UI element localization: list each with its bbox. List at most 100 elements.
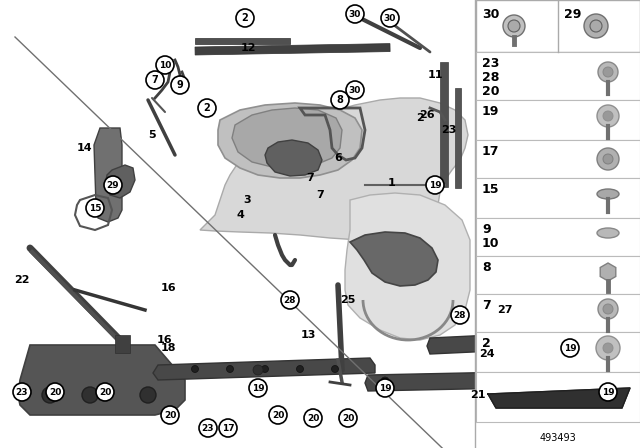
Circle shape bbox=[381, 9, 399, 27]
Polygon shape bbox=[105, 165, 135, 198]
Text: 28: 28 bbox=[482, 71, 499, 84]
Text: 24: 24 bbox=[479, 349, 495, 359]
Polygon shape bbox=[488, 388, 630, 408]
Text: 30: 30 bbox=[349, 9, 361, 18]
Text: 20: 20 bbox=[342, 414, 354, 422]
Circle shape bbox=[146, 71, 164, 89]
Circle shape bbox=[104, 176, 122, 194]
Text: 20: 20 bbox=[164, 410, 176, 419]
Text: 26: 26 bbox=[419, 110, 435, 120]
Bar bbox=[476, 100, 640, 140]
Circle shape bbox=[376, 379, 394, 397]
Text: 25: 25 bbox=[340, 295, 356, 305]
Circle shape bbox=[561, 339, 579, 357]
Text: 3: 3 bbox=[243, 195, 251, 205]
Circle shape bbox=[42, 387, 58, 403]
Text: 8: 8 bbox=[337, 95, 344, 105]
Circle shape bbox=[346, 5, 364, 23]
Circle shape bbox=[269, 406, 287, 424]
Circle shape bbox=[227, 366, 234, 372]
Text: 23: 23 bbox=[482, 57, 499, 70]
Bar bbox=[476, 178, 640, 218]
Text: 23: 23 bbox=[202, 423, 214, 432]
Circle shape bbox=[304, 409, 322, 427]
Text: 20: 20 bbox=[482, 85, 499, 98]
Polygon shape bbox=[94, 128, 122, 222]
Polygon shape bbox=[345, 193, 470, 340]
Bar bbox=[476, 52, 640, 100]
Text: 2: 2 bbox=[482, 337, 491, 350]
Circle shape bbox=[191, 366, 198, 372]
Bar bbox=[195, 43, 390, 55]
Circle shape bbox=[503, 15, 525, 37]
Circle shape bbox=[346, 81, 364, 99]
Circle shape bbox=[590, 20, 602, 32]
Text: 23: 23 bbox=[442, 125, 457, 135]
Polygon shape bbox=[153, 358, 375, 380]
Text: 16: 16 bbox=[157, 335, 173, 345]
Circle shape bbox=[296, 366, 303, 372]
Text: 493493: 493493 bbox=[540, 433, 577, 443]
Circle shape bbox=[156, 56, 174, 74]
Bar bbox=[476, 218, 640, 256]
Circle shape bbox=[597, 148, 619, 170]
Ellipse shape bbox=[597, 228, 619, 238]
Circle shape bbox=[96, 383, 114, 401]
Text: 20: 20 bbox=[307, 414, 319, 422]
Text: 20: 20 bbox=[49, 388, 61, 396]
Text: 2: 2 bbox=[242, 13, 248, 23]
Text: 19: 19 bbox=[602, 388, 614, 396]
Polygon shape bbox=[232, 108, 342, 168]
Text: 29: 29 bbox=[107, 181, 119, 190]
Circle shape bbox=[253, 365, 263, 375]
Text: 9: 9 bbox=[177, 80, 184, 90]
Circle shape bbox=[198, 99, 216, 117]
Text: 19: 19 bbox=[379, 383, 391, 392]
Bar bbox=[115, 335, 130, 353]
Text: 4: 4 bbox=[236, 210, 244, 220]
Text: 29: 29 bbox=[564, 8, 581, 21]
Text: 20: 20 bbox=[99, 388, 111, 396]
Circle shape bbox=[597, 105, 619, 127]
Bar bbox=[476, 140, 640, 178]
Text: 14: 14 bbox=[77, 143, 93, 153]
Text: 6: 6 bbox=[334, 153, 342, 163]
Circle shape bbox=[603, 67, 613, 77]
Text: 7: 7 bbox=[306, 173, 314, 183]
Polygon shape bbox=[265, 140, 322, 176]
Bar bbox=[476, 332, 640, 372]
Circle shape bbox=[332, 366, 339, 372]
Bar bbox=[476, 0, 640, 448]
Polygon shape bbox=[18, 345, 185, 415]
Circle shape bbox=[584, 14, 608, 38]
Circle shape bbox=[140, 387, 156, 403]
Polygon shape bbox=[200, 98, 468, 240]
Text: 8: 8 bbox=[482, 261, 491, 274]
Text: 16: 16 bbox=[160, 283, 176, 293]
Polygon shape bbox=[350, 232, 438, 286]
Text: 20: 20 bbox=[272, 410, 284, 419]
Text: 18: 18 bbox=[160, 343, 176, 353]
Circle shape bbox=[262, 366, 269, 372]
Bar bbox=[476, 372, 640, 422]
Text: 13: 13 bbox=[300, 330, 316, 340]
Text: 7: 7 bbox=[316, 190, 324, 200]
Text: 21: 21 bbox=[470, 390, 486, 400]
Bar bbox=[0, 0, 475, 448]
Text: 10: 10 bbox=[159, 60, 171, 69]
Bar bbox=[440, 62, 448, 187]
Circle shape bbox=[603, 154, 613, 164]
Circle shape bbox=[566, 377, 574, 385]
Circle shape bbox=[236, 9, 254, 27]
Text: 1: 1 bbox=[388, 178, 396, 188]
Circle shape bbox=[603, 304, 613, 314]
Circle shape bbox=[86, 199, 104, 217]
Text: 28: 28 bbox=[454, 310, 467, 319]
Circle shape bbox=[598, 62, 618, 82]
Text: 9: 9 bbox=[482, 223, 491, 236]
Circle shape bbox=[219, 419, 237, 437]
Circle shape bbox=[603, 111, 613, 121]
Circle shape bbox=[598, 299, 618, 319]
Circle shape bbox=[281, 291, 299, 309]
Bar bbox=[488, 305, 543, 317]
